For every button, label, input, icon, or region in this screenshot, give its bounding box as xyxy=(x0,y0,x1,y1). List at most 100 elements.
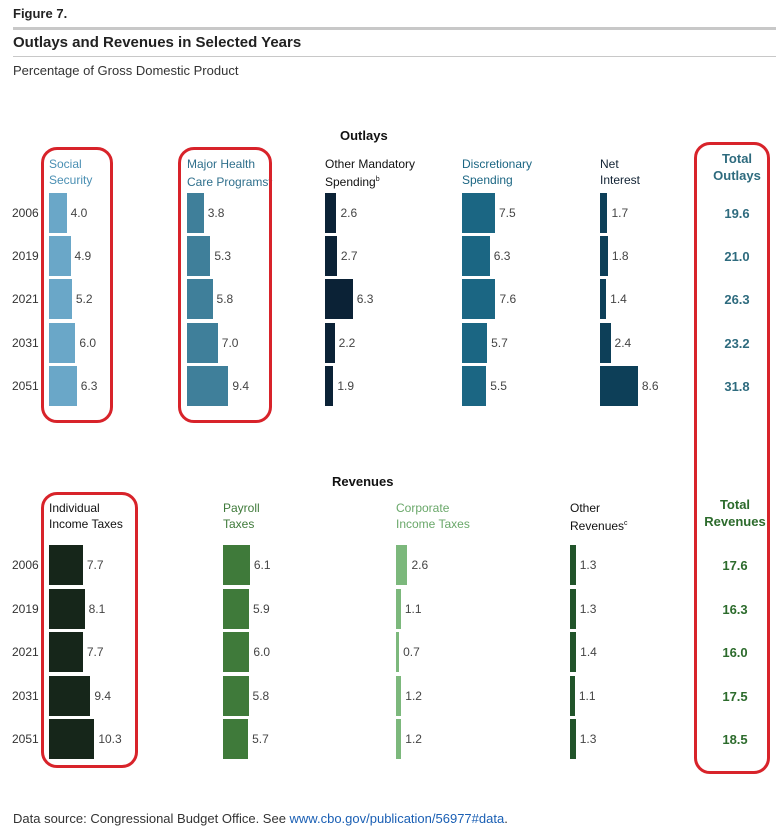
revenues-bar xyxy=(570,545,576,585)
outlays-bar xyxy=(325,279,353,319)
revenues-bar-value-label: 9.4 xyxy=(94,689,112,703)
outlays-column-header: Discretionary Spending xyxy=(462,157,533,187)
revenues-bar xyxy=(223,632,250,672)
outlays-bar xyxy=(49,279,72,319)
revenues-bar xyxy=(223,589,249,629)
figure-label: Figure 7. xyxy=(13,6,68,21)
revenues-year-label: 2051 xyxy=(12,732,39,746)
source-note: Data source: Congressional Budget Office… xyxy=(13,811,508,826)
outlays-total-value: 21.0 xyxy=(724,249,750,264)
source-link[interactable]: www.cbo.gov/publication/56977#data xyxy=(289,811,505,826)
outlays-bar-value-label: 5.5 xyxy=(490,379,507,393)
outlays-section-title: Outlays xyxy=(340,128,388,143)
revenues-bar xyxy=(49,589,85,629)
outlays-bar-value-label: 7.0 xyxy=(221,336,239,350)
revenues-bar-value-label: 8.1 xyxy=(88,602,106,616)
outlays-bar xyxy=(462,236,490,276)
outlays-bar-value-label: 5.7 xyxy=(491,336,508,350)
source-end: . xyxy=(504,811,508,826)
revenues-bar xyxy=(223,545,250,585)
outlays-bar xyxy=(187,236,211,276)
outlays-bar-value-label: 1.9 xyxy=(337,379,355,393)
outlays-bar-value-label: 5.2 xyxy=(75,292,93,306)
outlays-bar-value-label: 2.7 xyxy=(340,249,358,263)
revenues-bar-value-label: 6.0 xyxy=(253,645,271,659)
revenues-bar xyxy=(396,589,401,629)
outlays-bar-value-label: 5.8 xyxy=(216,292,234,306)
outlays-bar-value-label: 4.9 xyxy=(74,249,92,263)
outlays-bar xyxy=(49,193,67,233)
outlays-bar-value-label: 2.2 xyxy=(338,336,356,350)
outlays-bar xyxy=(462,323,488,363)
revenues-year-label: 2006 xyxy=(12,558,39,572)
outlays-total-value: 26.3 xyxy=(724,292,750,307)
revenues-bar-value-label: 0.7 xyxy=(403,645,420,659)
outlays-bar xyxy=(600,193,608,233)
outlays-bar xyxy=(49,323,76,363)
outlays-bar-value-label: 1.7 xyxy=(611,206,629,220)
outlays-year-label: 2021 xyxy=(12,292,39,306)
revenues-total-value: 16.3 xyxy=(722,602,748,617)
outlays-bar-value-label: 2.6 xyxy=(340,206,358,220)
outlays-bar xyxy=(325,236,337,276)
revenues-bar xyxy=(49,719,95,759)
outlays-total-header: Total Outlays xyxy=(713,151,761,183)
outlays-bar-value-label: 4.0 xyxy=(70,206,88,220)
revenues-bar xyxy=(49,545,83,585)
outlays-bar-value-label: 2.4 xyxy=(614,336,632,350)
revenues-bar-value-label: 10.3 xyxy=(98,732,122,746)
outlays-bar xyxy=(325,323,335,363)
outlays-bar xyxy=(600,323,611,363)
revenues-bar-value-label: 1.1 xyxy=(404,602,422,616)
outlays-bar-value-label: 7.6 xyxy=(499,292,517,306)
footnote-marker: a xyxy=(268,176,273,183)
revenues-bar-value-label: 1.2 xyxy=(405,732,422,746)
revenues-column-header: Corporate Income Taxes xyxy=(396,501,470,531)
revenues-bar-value-label: 1.1 xyxy=(578,689,596,703)
outlays-bar-value-label: 6.3 xyxy=(80,379,98,393)
revenues-total-header: Total Revenues xyxy=(704,497,766,529)
revenues-column-header: Payroll Taxes xyxy=(223,501,260,531)
revenues-bar-value-label: 5.7 xyxy=(252,732,269,746)
outlays-bar xyxy=(187,323,218,363)
outlays-year-label: 2031 xyxy=(12,336,39,350)
title-rule xyxy=(13,56,776,57)
outlays-bar xyxy=(462,193,495,233)
outlays-year-label: 2051 xyxy=(12,379,39,393)
revenues-bar xyxy=(49,676,91,716)
outlays-bar-value-label: 5.3 xyxy=(214,249,231,263)
revenues-bar-value-label: 1.3 xyxy=(579,732,597,746)
revenues-year-label: 2021 xyxy=(12,645,39,659)
revenues-bar-value-label: 1.4 xyxy=(580,645,597,659)
outlays-total-value: 19.6 xyxy=(724,206,750,221)
revenues-bar xyxy=(396,719,402,759)
revenues-total-value: 17.6 xyxy=(722,558,748,573)
revenues-bar xyxy=(570,676,575,716)
revenues-bar xyxy=(570,719,576,759)
revenues-column-header: Individual Income Taxes xyxy=(49,501,123,531)
outlays-column-header: Net Interest xyxy=(600,157,641,187)
chart-subtitle: Percentage of Gross Domestic Product xyxy=(13,63,239,78)
revenues-bar xyxy=(223,676,249,716)
revenues-bar xyxy=(223,719,249,759)
revenues-bar xyxy=(49,632,83,672)
revenues-bar-value-label: 2.6 xyxy=(411,558,429,572)
revenues-bar xyxy=(396,632,400,672)
revenues-total-value: 16.0 xyxy=(722,645,748,660)
revenues-bar xyxy=(570,632,577,672)
revenues-total-value: 18.5 xyxy=(722,732,748,747)
source-text: Data source: Congressional Budget Office… xyxy=(13,811,290,826)
outlays-column-header: Major Health Care Programsa xyxy=(187,157,273,189)
revenues-bar-value-label: 7.7 xyxy=(86,558,104,572)
revenues-bar-value-label: 1.2 xyxy=(405,689,422,703)
revenues-bar xyxy=(396,676,402,716)
chart-title: Outlays and Revenues in Selected Years xyxy=(13,34,302,51)
revenues-bar-value-label: 1.3 xyxy=(579,602,597,616)
footnote-marker: c xyxy=(624,520,628,527)
outlays-bar xyxy=(187,279,213,319)
outlays-column-header: Social Security xyxy=(49,157,93,187)
totals-highlight xyxy=(694,142,770,774)
outlays-bar-value-label: 9.4 xyxy=(232,379,250,393)
outlays-bar xyxy=(187,193,204,233)
revenues-bar-value-label: 5.9 xyxy=(252,602,270,616)
